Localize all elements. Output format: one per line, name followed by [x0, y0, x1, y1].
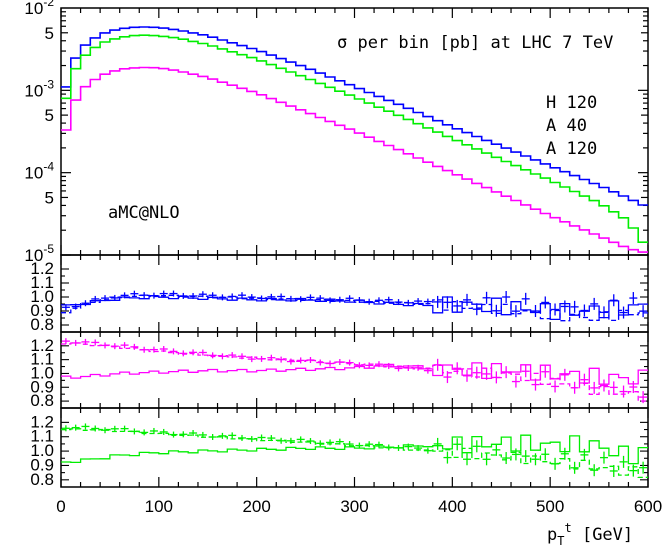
ratio-dashed-line: [61, 342, 648, 402]
x-axis-title-sup: t: [564, 521, 571, 535]
ratio-y-tick-label: 0.8: [30, 315, 54, 334]
ratio-frame: [60, 254, 649, 333]
legend-entry: A 120: [546, 139, 597, 159]
ratio-y-tick-label: 1.0: [30, 287, 54, 306]
x-tick-label: 600: [634, 497, 662, 516]
ratio-y-tick-label: 0.9: [30, 377, 54, 396]
ratio-solid-line: [61, 362, 648, 385]
y-tick-label: 5: [45, 188, 54, 207]
x-axis-title-sub: T: [557, 534, 564, 547]
legend-entry: A 40: [546, 116, 587, 136]
x-axis-title-unit: [GeV]: [572, 525, 633, 545]
x-tick-label: 0: [56, 497, 65, 516]
histogram-a-120: [61, 66, 648, 253]
chart-annotation: aMC@NLO: [108, 203, 180, 223]
ratio-y-tick-label: 1.0: [30, 363, 54, 382]
y-tick-label: 10-5: [24, 242, 54, 265]
ratio-y-tick-label: 1.0: [30, 441, 54, 460]
chart-title: σ per bin [pb] at LHC 7 TeV: [337, 33, 613, 53]
ratio-y-tick-label: 0.8: [30, 470, 54, 489]
x-axis-title-main: p: [547, 525, 557, 545]
y-tick-label: 5: [45, 24, 54, 43]
y-tick-label: 10-3: [24, 77, 54, 100]
x-tick-label: 100: [145, 497, 173, 516]
ratio-panel-1: 1.21.11.00.90.8: [30, 254, 649, 334]
ratio-y-tick-label: 1.2: [30, 412, 54, 431]
ratio-panels: 1.21.11.00.90.81.21.11.00.90.81.21.11.00…: [30, 254, 649, 489]
ratio-y-tick-label: 1.1: [30, 427, 54, 446]
x-axis-title: pTt [GeV]: [547, 521, 633, 547]
x-tick-label: 200: [242, 497, 270, 516]
y-tick-label: 5: [45, 106, 54, 125]
histogram-a-40: [61, 34, 648, 243]
ratio-dashed-line: [61, 294, 648, 322]
ratio-y-tick-label: 1.1: [30, 350, 54, 369]
ratio-solid-line: [61, 434, 648, 465]
y-tick-label: 10-4: [24, 160, 54, 183]
ratio-y-tick-label: 0.9: [30, 301, 54, 320]
ratio-y-tick-label: 0.9: [30, 455, 54, 474]
ratio-y-tick-label: 0.8: [30, 391, 54, 410]
ratio-panel-3: 1.21.11.00.90.8: [30, 407, 649, 489]
ratio-dashed-line: [61, 428, 648, 479]
legend-entry: H 120: [546, 93, 597, 113]
x-tick-label: 300: [340, 497, 368, 516]
main-panel: 10-2 5 10-3 5 10-4 5 10-5 σ per bin [pb] at LH…: [24, 0, 649, 487]
x-tick-label: 400: [438, 497, 466, 516]
y-tick-label: 10-2: [24, 0, 54, 18]
x-axis: 0 100 200 300 400 500 600 pTt [GeV]: [56, 497, 662, 547]
ratio-frame: [60, 331, 649, 409]
histogram-h-120: [61, 26, 648, 206]
x-tick-label: 500: [536, 497, 564, 516]
ratio-y-tick-label: 1.2: [30, 259, 54, 278]
ratio-y-tick-label: 1.2: [30, 336, 54, 355]
ratio-panel-2: 1.21.11.00.90.8: [30, 331, 649, 410]
ratio-y-tick-label: 1.1: [30, 273, 54, 292]
